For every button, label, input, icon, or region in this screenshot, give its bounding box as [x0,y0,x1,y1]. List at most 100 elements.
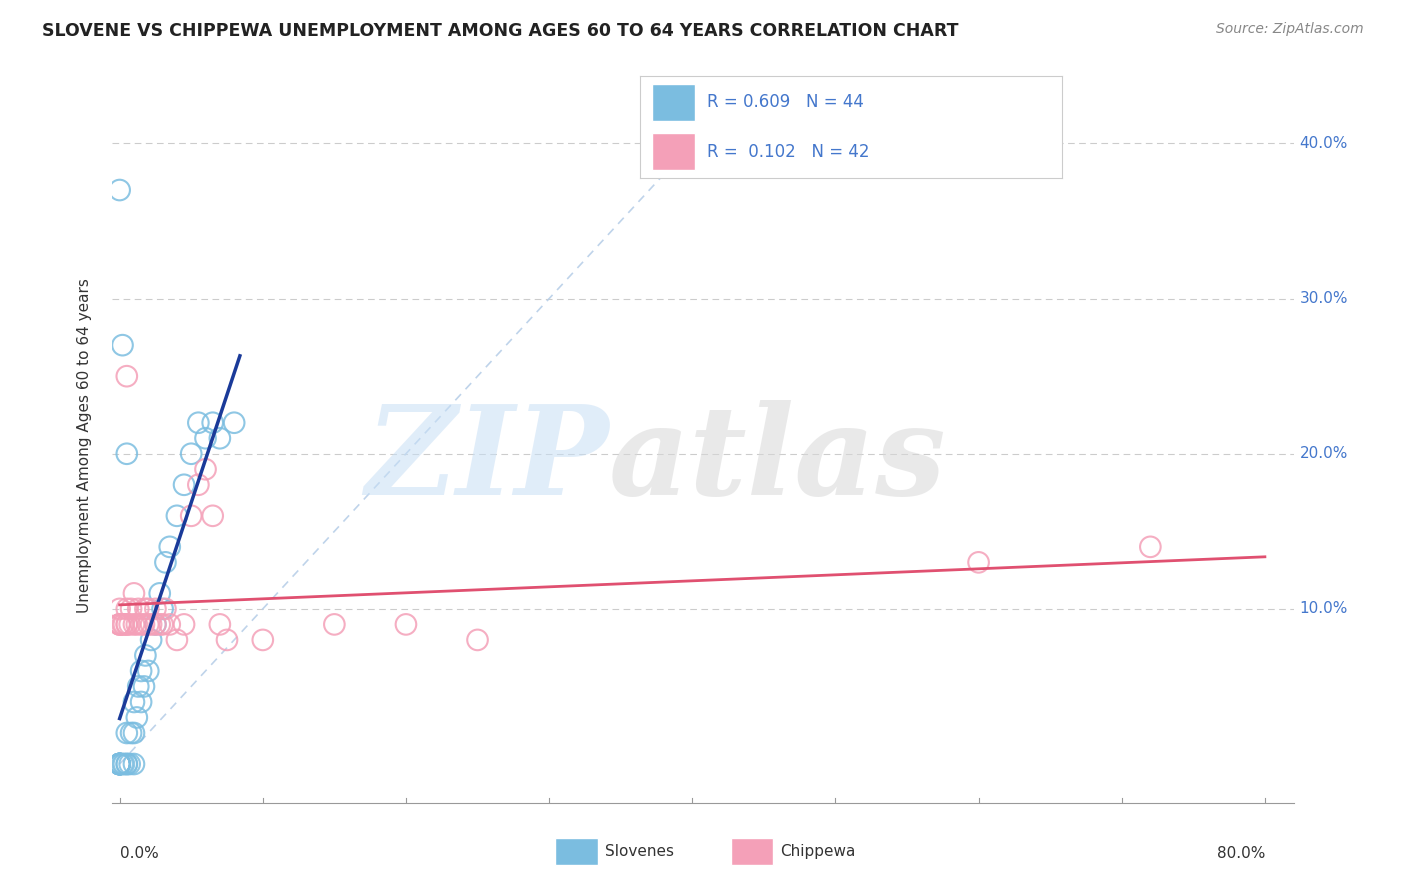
Point [115,369,138,384]
Text: SLOVENE VS CHIPPEWA UNEMPLOYMENT AMONG AGES 60 TO 64 YEARS CORRELATION CHART: SLOVENE VS CHIPPEWA UNEMPLOYMENT AMONG A… [42,22,959,40]
Point [136,617,159,632]
Point [145,617,167,632]
Point [155,602,177,616]
Point [208,617,231,632]
Point [224,416,246,430]
Point [127,680,149,694]
Point [108,757,131,772]
Point [115,447,138,461]
Point [180,447,202,461]
Point [108,757,131,772]
Point [166,508,188,523]
Point [149,586,172,600]
Point [108,757,131,772]
Point [111,757,134,772]
Point [194,431,217,445]
Text: 20.0%: 20.0% [1299,446,1348,461]
Point [139,617,162,632]
Point [115,757,138,772]
Point [108,757,131,772]
Text: R = 0.609   N = 44: R = 0.609 N = 44 [707,94,865,112]
Point [149,617,172,632]
Point [187,416,209,430]
Point [155,555,177,569]
Point [112,617,135,632]
Point [967,555,990,569]
Y-axis label: Unemployment Among Ages 60 to 64 years: Unemployment Among Ages 60 to 64 years [77,278,91,614]
Point [108,757,131,772]
Point [134,648,156,663]
Point [118,617,141,632]
Text: ZIP: ZIP [364,400,609,521]
Point [129,695,152,709]
Point [115,757,138,772]
Point [395,617,418,632]
Point [132,680,155,694]
Point [215,632,238,647]
Point [108,602,131,616]
Point [145,602,167,616]
Point [159,617,181,632]
Point [122,695,145,709]
Point [201,508,224,523]
FancyBboxPatch shape [652,133,695,170]
Point [108,757,131,772]
Point [467,632,489,647]
Text: atlas: atlas [609,400,946,521]
Point [108,757,131,772]
Point [323,617,346,632]
Point [125,617,148,632]
Text: R =  0.102   N = 42: R = 0.102 N = 42 [707,143,870,161]
Point [201,416,224,430]
Point [108,617,131,632]
Point [252,632,274,647]
FancyBboxPatch shape [652,84,695,121]
Point [115,617,138,632]
Text: Chippewa: Chippewa [780,845,856,859]
Point [125,710,148,724]
Point [111,617,134,632]
Point [118,757,141,772]
Point [120,602,142,616]
Point [111,338,134,352]
Point [112,757,135,772]
Point [115,617,138,632]
Point [194,462,217,476]
Point [108,617,131,632]
Point [122,757,145,772]
Point [122,726,145,740]
Point [208,431,231,445]
Point [108,757,131,772]
Text: Slovenes: Slovenes [605,845,673,859]
Point [173,617,195,632]
Text: 40.0%: 40.0% [1299,136,1348,151]
Text: 80.0%: 80.0% [1216,847,1265,862]
Point [127,602,149,616]
Point [173,477,195,491]
Point [180,508,202,523]
Point [122,617,145,632]
Point [108,183,131,197]
Point [108,757,131,772]
Text: 30.0%: 30.0% [1299,291,1348,306]
Point [129,617,152,632]
Point [136,664,159,678]
Point [120,726,142,740]
Point [136,602,159,616]
Point [115,726,138,740]
Point [108,757,131,772]
Point [187,477,209,491]
Point [108,617,131,632]
Point [1139,540,1161,554]
Point [115,602,138,616]
Point [134,602,156,616]
Point [145,617,167,632]
Text: 0.0%: 0.0% [120,847,159,862]
Point [122,586,145,600]
Point [139,632,162,647]
Point [152,602,174,616]
Text: 10.0%: 10.0% [1299,601,1348,616]
Point [132,617,155,632]
Point [152,617,174,632]
Point [166,632,188,647]
